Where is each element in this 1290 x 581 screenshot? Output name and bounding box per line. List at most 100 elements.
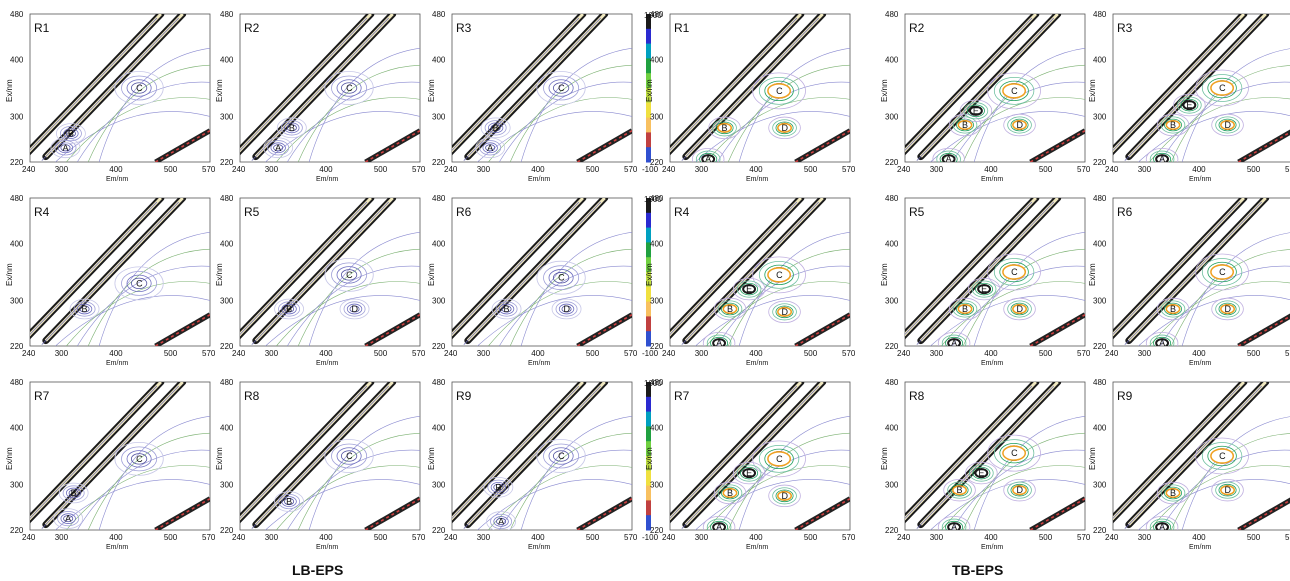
colorbar-segment	[646, 426, 651, 442]
plot-frame	[451, 381, 633, 531]
contour-ring	[702, 331, 736, 346]
colorbar-segment	[646, 242, 651, 258]
contour-ring	[63, 515, 74, 523]
contour-ring	[55, 123, 86, 144]
y-tick-label: 220	[432, 158, 446, 167]
contour-ring	[999, 80, 1029, 101]
peak-label: D	[782, 491, 789, 501]
panel-label: R1	[34, 21, 50, 35]
peak-core	[1002, 264, 1027, 280]
contour-ring	[548, 79, 574, 97]
contour-ring	[772, 487, 797, 505]
x-tick-label: 570	[1077, 533, 1091, 542]
panel-label: R1	[674, 21, 690, 35]
contour-ring	[1207, 77, 1237, 99]
contour-ring	[482, 142, 498, 154]
peak-label: A	[275, 143, 281, 153]
contour-ring	[715, 121, 734, 135]
contour-ring	[491, 298, 522, 320]
contour-ring	[1201, 74, 1243, 102]
contour-ring	[1155, 154, 1170, 162]
y-axis-label: Ex/nm	[5, 79, 14, 102]
contour-ring	[712, 522, 727, 530]
contour-ring	[284, 305, 295, 313]
scatter-edge	[41, 201, 179, 345]
contour-ring	[53, 508, 84, 529]
contour-area: A B C D E	[1113, 14, 1290, 162]
peak-label: D	[1225, 304, 1232, 314]
x-tick-label: 570	[202, 533, 216, 542]
contour-ring	[956, 302, 974, 316]
contour-ring	[543, 443, 580, 469]
x-axis-label: Em/nm	[746, 176, 768, 183]
x-tick-label: 300	[1138, 165, 1152, 174]
contour-line	[297, 64, 420, 162]
contour-ring	[501, 305, 512, 313]
peak-label: C	[1219, 451, 1226, 461]
contour-ring	[273, 144, 284, 152]
y-tick-label: 300	[885, 480, 899, 489]
panel-tb-r3: A B C D E R3 Ex/nm 220 300 400 480 240 300 400 500 570 E…	[1088, 10, 1290, 183]
peak-core	[1002, 445, 1027, 461]
contour-ring	[1195, 69, 1249, 107]
colorbar-max-label: 1000	[644, 379, 662, 388]
y-tick-label: 220	[885, 342, 899, 351]
contour-ring	[54, 140, 77, 156]
scatter-edge	[916, 17, 1054, 161]
colorbar-segment	[646, 88, 651, 104]
contour-ring	[721, 486, 739, 500]
contour-ring	[1156, 297, 1190, 321]
contour-ring	[1164, 118, 1182, 132]
y-tick-label: 220	[220, 158, 234, 167]
second-order-scatter-core	[795, 313, 850, 346]
peak-label: B	[727, 304, 733, 314]
panel-tb-r1: A B C D R1 Ex/nm 220 300 400 480 240 300 400 500 570 Em…	[645, 10, 856, 183]
peak-label: C	[558, 273, 565, 283]
x-tick-label: 400	[1192, 349, 1206, 358]
contour-ring	[493, 516, 509, 527]
peak-label: C	[346, 83, 353, 93]
panel-tb-r2: A B C D E R2 Ex/nm 220 300 400 480 240 300 400 500 570 E…	[880, 10, 1091, 183]
colorbar-segment	[646, 212, 651, 229]
peak-label: B	[495, 482, 501, 492]
colorbar-segment	[646, 500, 651, 516]
scatter-edge	[251, 17, 389, 161]
x-tick-label: 500	[804, 533, 818, 542]
contour-line	[509, 248, 632, 346]
x-tick-label: 300	[55, 533, 69, 542]
peak-label: E	[746, 284, 752, 294]
y-tick-label: 300	[10, 112, 24, 121]
x-tick-label: 240	[22, 349, 36, 358]
x-tick-label: 500	[586, 533, 600, 542]
contour-ring	[752, 72, 806, 110]
contour-ring	[486, 511, 517, 530]
y-axis-label: Ex/nm	[1088, 447, 1097, 470]
contour-line	[488, 281, 632, 346]
contour-ring	[1153, 152, 1172, 162]
contour-line	[1160, 81, 1290, 162]
contour-line	[941, 281, 1085, 346]
contour-ring	[963, 102, 989, 120]
y-axis-label: Ex/nm	[1088, 263, 1097, 286]
contour-line	[308, 415, 420, 530]
x-tick-label: 240	[22, 533, 36, 542]
x-tick-label: 240	[662, 349, 676, 358]
contour-ring	[945, 336, 964, 346]
peak-label: E	[746, 468, 752, 478]
contour-ring	[712, 119, 737, 137]
x-tick-label: 400	[749, 533, 763, 542]
contour-ring	[284, 122, 300, 134]
colorbar-segment	[646, 227, 651, 243]
peak-label: B	[962, 304, 968, 314]
contour-ring	[1145, 147, 1179, 162]
contour-ring	[548, 269, 574, 287]
peak-label: C	[776, 86, 783, 96]
x-tick-label: 500	[1039, 165, 1053, 174]
y-tick-label: 480	[220, 378, 234, 387]
contour-ring	[775, 121, 794, 135]
contour-ring	[952, 300, 978, 318]
contour-line	[77, 265, 210, 346]
contour-ring	[346, 303, 363, 315]
colorbar-segment	[646, 485, 651, 501]
peak-label: B	[1170, 304, 1176, 314]
